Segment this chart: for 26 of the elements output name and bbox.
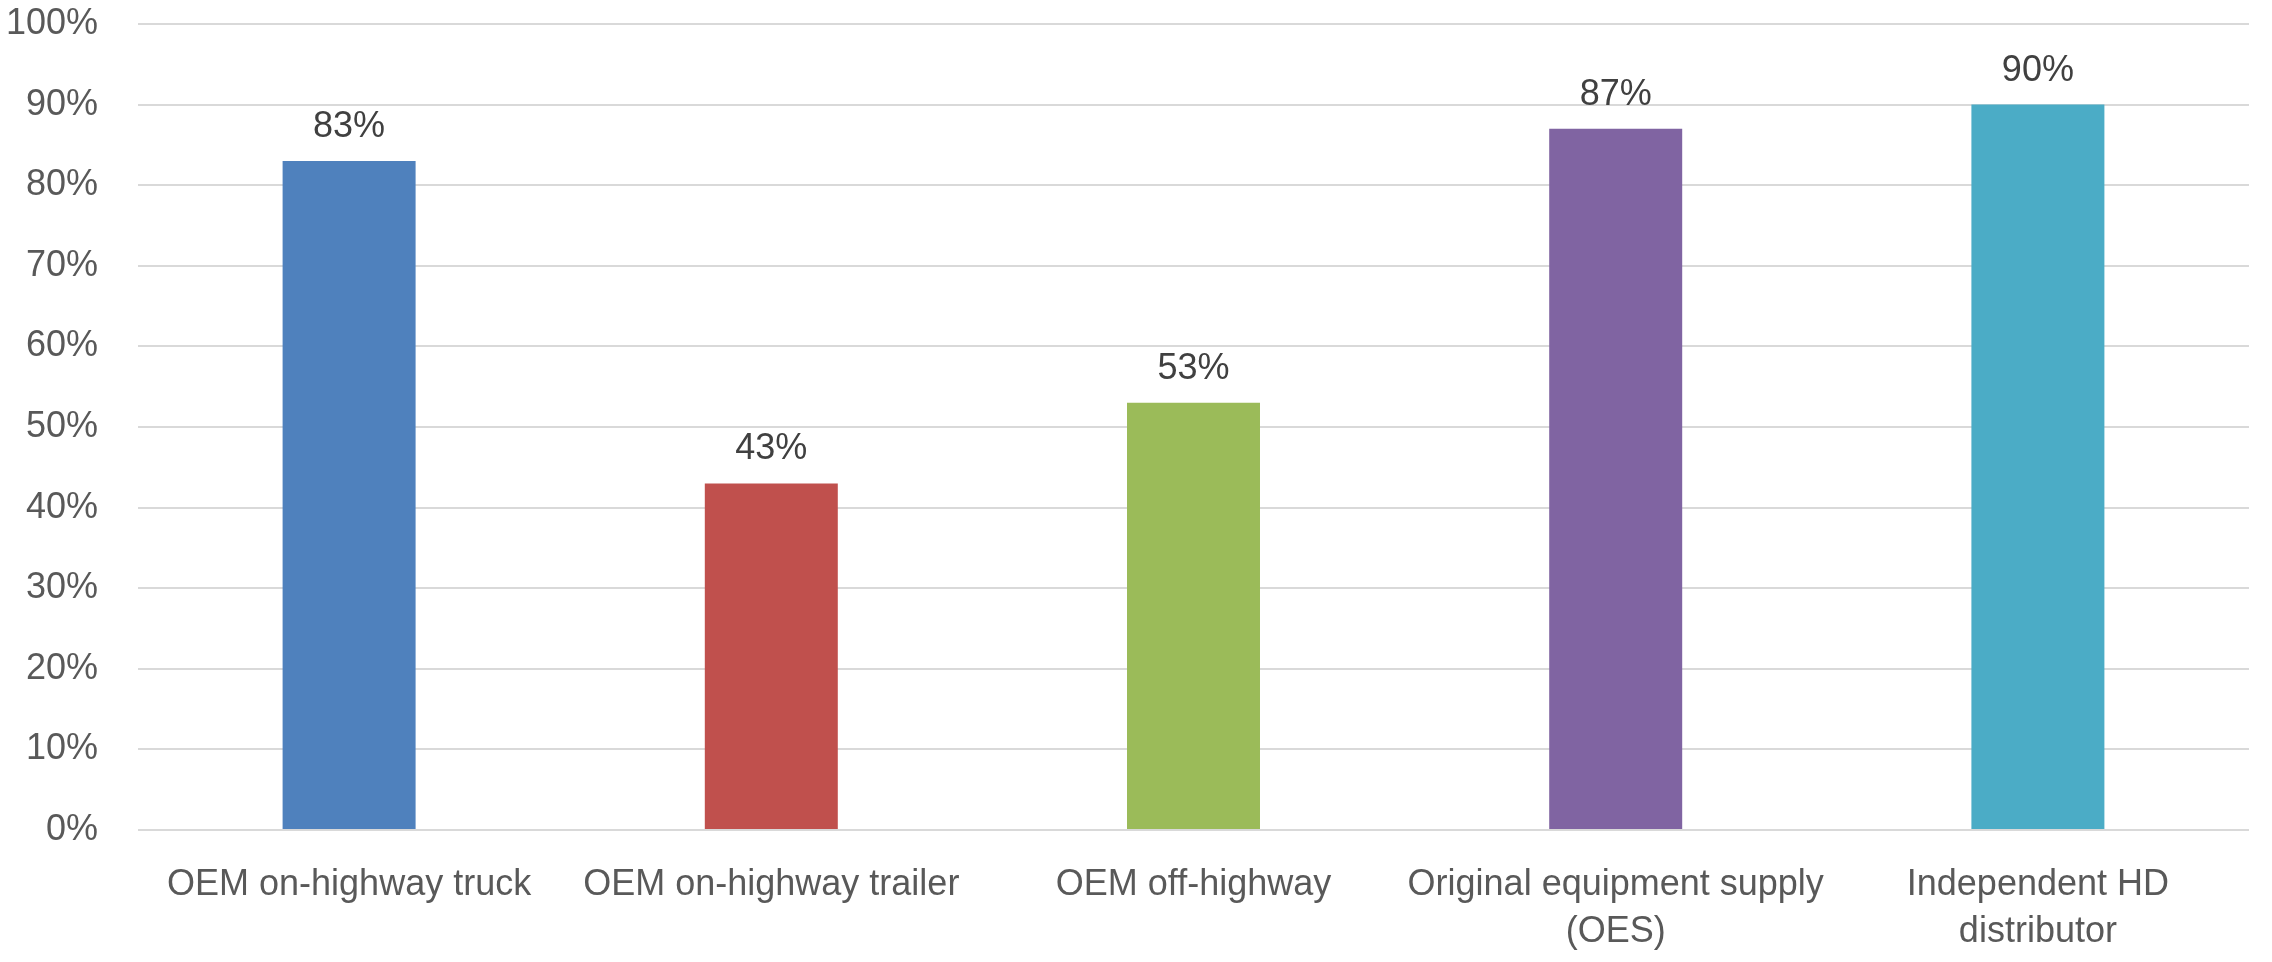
x-tick-label: Original equipment supply (OES) [1407, 862, 1824, 951]
data-label: 53% [1157, 345, 1230, 387]
x-tick-label: OEM on-highway truck [167, 862, 533, 904]
bar [282, 161, 416, 829]
y-tick-label: 60% [25, 323, 98, 365]
bar [1127, 402, 1260, 829]
data-label: 87% [1579, 71, 1652, 113]
data-label: 83% [313, 103, 386, 145]
y-tick-label: 30% [25, 565, 98, 607]
bar [1549, 128, 1683, 829]
x-tick-label: Independent HD distributor [1906, 862, 2169, 951]
y-tick-label: 100% [5, 0, 98, 42]
y-tick-label: 50% [25, 403, 98, 445]
x-tick-label: OEM off-highway [1055, 862, 1332, 904]
data-label: 90% [2001, 47, 2074, 89]
x-tick-label: OEM on-highway trailer [583, 862, 960, 904]
y-tick-label: 40% [25, 484, 98, 526]
data-label: 43% [735, 426, 808, 468]
bar [1971, 104, 2105, 829]
y-tick-label: 20% [25, 645, 98, 687]
y-tick-label: 10% [25, 726, 98, 768]
y-tick-label: 80% [25, 162, 98, 204]
y-tick-label: 0% [45, 806, 98, 848]
y-tick-label: 70% [25, 242, 98, 284]
y-tick-label: 90% [25, 81, 98, 123]
bar [704, 483, 838, 829]
